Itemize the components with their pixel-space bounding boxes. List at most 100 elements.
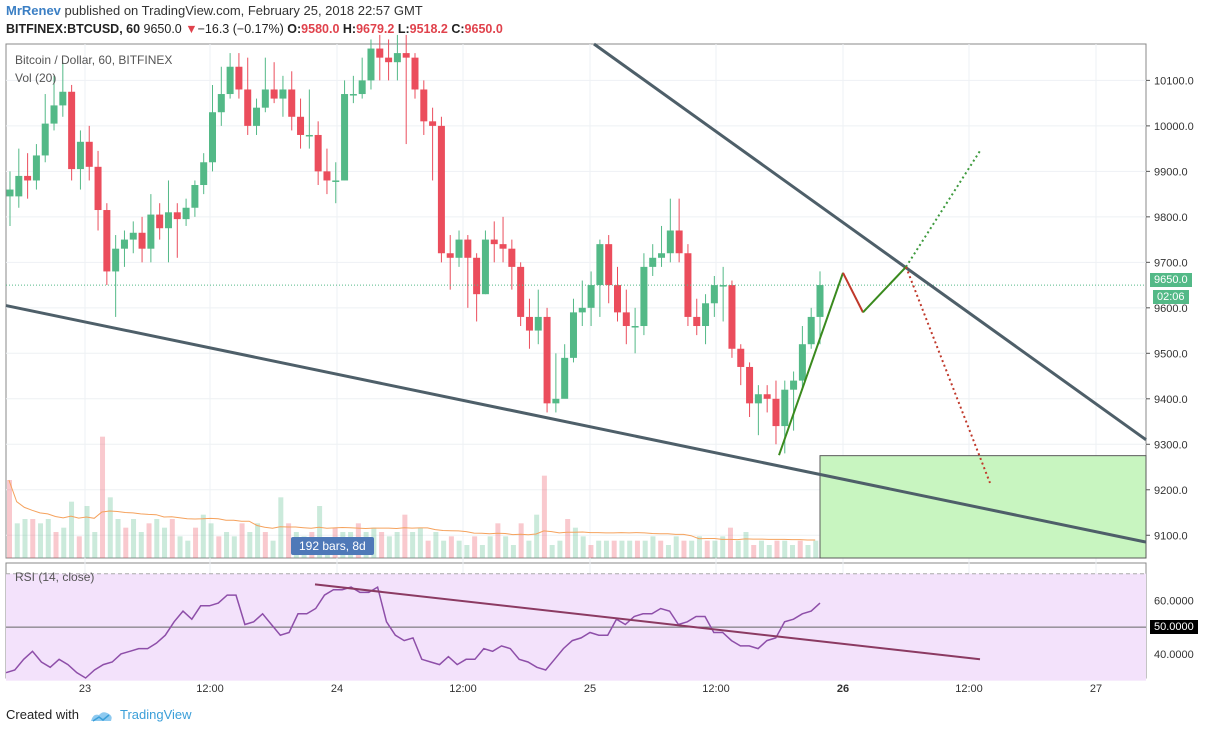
candle-body: [446, 253, 454, 258]
volume-bar: [735, 540, 741, 558]
volume-bar: [526, 540, 532, 558]
volume-bar: [503, 536, 509, 558]
candle-body: [702, 303, 710, 327]
volume-bar: [7, 480, 12, 558]
candle-body: [534, 316, 542, 331]
volume-bar: [518, 523, 524, 558]
y-tick-label: 9900.0: [1154, 166, 1188, 178]
candle-body: [772, 398, 780, 427]
price-change: −16.3 (−0.17%): [197, 22, 284, 36]
candle-body: [411, 57, 419, 90]
candle-body: [200, 162, 208, 186]
price-pane-frame: [5, 43, 1147, 559]
candle-body: [103, 210, 111, 272]
volume-bar: [634, 540, 640, 558]
x-tick-label: 24: [331, 683, 343, 695]
candle-body: [288, 89, 296, 117]
candle-body: [24, 175, 32, 181]
candle-body: [420, 89, 428, 122]
volume-bar: [138, 532, 144, 558]
candle-body: [358, 80, 366, 95]
open-value: 9580.0: [301, 22, 340, 36]
candle-body: [323, 171, 331, 181]
rsi-value-badge: 50.0000: [1150, 620, 1198, 634]
x-tick-label: 12:00: [955, 683, 983, 695]
volume-bar: [510, 545, 516, 558]
candle-body: [402, 53, 410, 58]
volume-bar: [557, 540, 563, 558]
candle-body: [499, 244, 507, 249]
last-price: 9650.0: [143, 22, 182, 36]
volume-bar: [278, 497, 284, 558]
candle-body: [367, 48, 375, 81]
volume-bar: [712, 540, 718, 558]
candle-body: [138, 232, 146, 249]
candle-body: [314, 134, 322, 172]
tradingview-logo-icon: [89, 707, 113, 723]
low-label: L:: [397, 22, 410, 36]
candle-body: [270, 89, 278, 99]
volume-legend: Vol (20): [15, 71, 57, 85]
created-with-label: Created with: [6, 707, 79, 722]
volume-bar: [53, 532, 59, 558]
volume-bar: [270, 540, 276, 558]
y-tick-label: 9700.0: [1154, 257, 1188, 269]
publish-info: MrRenev published on TradingView.com, Fe…: [6, 3, 423, 18]
volume-bar: [123, 527, 129, 558]
candle-body: [490, 239, 498, 245]
volume-bar: [720, 536, 726, 558]
volume-bar: [231, 536, 237, 558]
candle-body: [112, 248, 120, 272]
candle-body: [226, 66, 234, 95]
candle-body: [164, 212, 172, 229]
candle-body: [120, 239, 128, 249]
candle-body: [50, 105, 58, 124]
x-tick-label: 12:00: [196, 683, 224, 695]
volume-bar: [549, 545, 555, 558]
volume-bar: [774, 540, 780, 558]
x-tick-label: 25: [584, 683, 596, 695]
tradingview-link[interactable]: TradingView: [120, 707, 192, 722]
volume-bar: [603, 540, 609, 558]
candle-body: [675, 230, 683, 254]
volume-bar: [627, 540, 633, 558]
candle-body: [763, 394, 771, 399]
volume-bar: [224, 532, 230, 558]
volume-bar: [673, 536, 679, 558]
down-arrow-icon: ▼: [185, 22, 198, 36]
volume-bar: [247, 532, 253, 558]
close-label: C:: [451, 22, 465, 36]
volume-bar: [30, 519, 36, 558]
candle-body: [807, 316, 815, 345]
candle-body: [719, 285, 727, 287]
candle-body: [147, 214, 155, 249]
volume-bar: [464, 545, 470, 558]
x-tick-label: 12:00: [449, 683, 477, 695]
volume-bar: [386, 536, 392, 558]
volume-bar: [410, 532, 416, 558]
volume-bar: [402, 514, 408, 558]
up-arrow-line: [778, 272, 844, 456]
candle-body: [587, 285, 595, 308]
candle-body: [437, 125, 445, 254]
candle-body: [614, 285, 621, 313]
close-value: 9650.0: [464, 22, 503, 36]
volume-bar: [541, 475, 547, 558]
candle-body: [349, 94, 357, 96]
candle-body: [605, 244, 613, 286]
volume-bar: [448, 536, 454, 558]
candle-body: [68, 91, 76, 170]
candle-body: [41, 123, 49, 156]
volume-bar: [572, 527, 578, 558]
x-tick-label: 12:00: [702, 683, 730, 695]
candle-body: [297, 116, 305, 135]
candle-body: [693, 316, 701, 327]
volume-bar: [379, 532, 385, 558]
volume-bar: [743, 532, 749, 558]
volume-bar: [169, 519, 175, 558]
volume-bar: [665, 545, 671, 558]
volume-bar: [727, 527, 733, 558]
author-name[interactable]: MrRenev: [6, 3, 61, 18]
y-tick-label: 9800.0: [1154, 212, 1188, 224]
